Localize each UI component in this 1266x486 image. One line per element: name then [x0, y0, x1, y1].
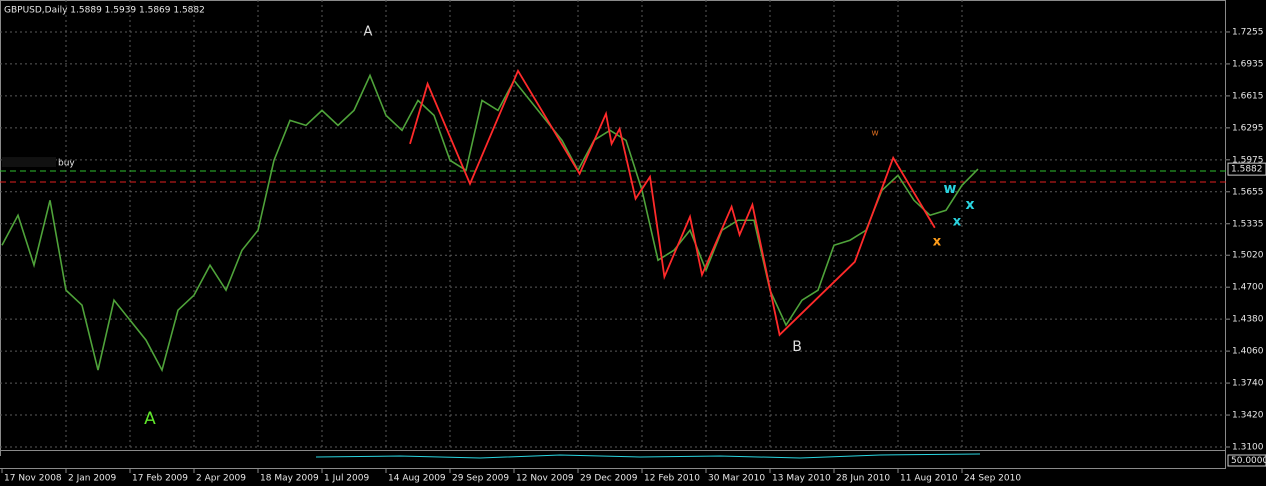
x-tick-label: 1 Jul 2009 — [324, 474, 369, 484]
y-tick-label: 1.5655 — [1232, 187, 1264, 197]
annotation: B — [792, 339, 802, 355]
x-tick-label: 24 Sep 2010 — [964, 474, 1021, 484]
plot-frame — [0, 0, 1226, 469]
x-tick-label: 14 Aug 2009 — [388, 474, 446, 484]
x-tick-label: 29 Sep 2009 — [452, 474, 509, 484]
zigzag-line — [409, 68, 936, 337]
y-tick-label: 1.4060 — [1232, 347, 1264, 357]
price-tag-label: 1.5882 — [1231, 165, 1263, 175]
indicator-line — [315, 453, 981, 459]
x-tick-label: 12 Nov 2009 — [516, 474, 574, 484]
x-tick-label: 12 Feb 2010 — [644, 474, 700, 484]
x-tick-label: 2 Jan 2009 — [68, 474, 116, 484]
y-tick-label: 1.3740 — [1232, 379, 1264, 389]
annotation: x — [933, 235, 942, 250]
y-tick-label: 1.6295 — [1232, 123, 1264, 133]
y-tick-label: 1.5975 — [1232, 155, 1264, 165]
x-tick-label: 11 Aug 2010 — [900, 474, 958, 484]
y-tick-label: 1.4700 — [1232, 283, 1264, 293]
x-tick-label: 17 Feb 2009 — [132, 474, 188, 484]
x-tick-label: 17 Nov 2008 — [4, 474, 62, 484]
indicator-mask — [0, 456, 300, 468]
y-tick-label: 1.5335 — [1232, 219, 1264, 229]
price-tag — [1227, 162, 1266, 176]
annotation: w — [871, 129, 878, 139]
annotation: x — [965, 197, 974, 213]
chart-title: GBPUSD,Daily 1.5889 1.5939 1.5869 1.5882 — [4, 6, 205, 16]
y-tick-label: 1.3100 — [1232, 443, 1264, 453]
x-tick-label: 18 May 2009 — [260, 474, 319, 484]
y-tick-label: 1.3420 — [1232, 411, 1264, 421]
x-tick-label: 13 May 2010 — [772, 474, 831, 484]
annotation: w — [944, 181, 957, 197]
y-tick-label: 1.6935 — [1232, 59, 1264, 69]
x-tick-label: 30 Mar 2010 — [708, 474, 765, 484]
y-tick-label: 1.7255 — [1232, 27, 1264, 37]
annotation: x — [953, 215, 962, 230]
annotation: A — [364, 25, 373, 40]
y-tick-label: 1.5020 — [1232, 251, 1264, 261]
y-tick-label: 1.4380 — [1232, 315, 1264, 325]
x-tick-label: 29 Dec 2009 — [580, 474, 638, 484]
indicator-tag — [1227, 454, 1266, 467]
level-label-mask — [2, 157, 56, 168]
annotation: A — [144, 409, 156, 429]
price-line — [1, 73, 979, 373]
y-tick-label: 1.6615 — [1232, 91, 1264, 101]
indicator-level-label: 50.0000 — [1231, 456, 1266, 466]
x-tick-label: 2 Apr 2009 — [196, 474, 246, 484]
x-tick-label: 28 Jun 2010 — [836, 474, 890, 484]
level-label: buy — [58, 159, 75, 169]
